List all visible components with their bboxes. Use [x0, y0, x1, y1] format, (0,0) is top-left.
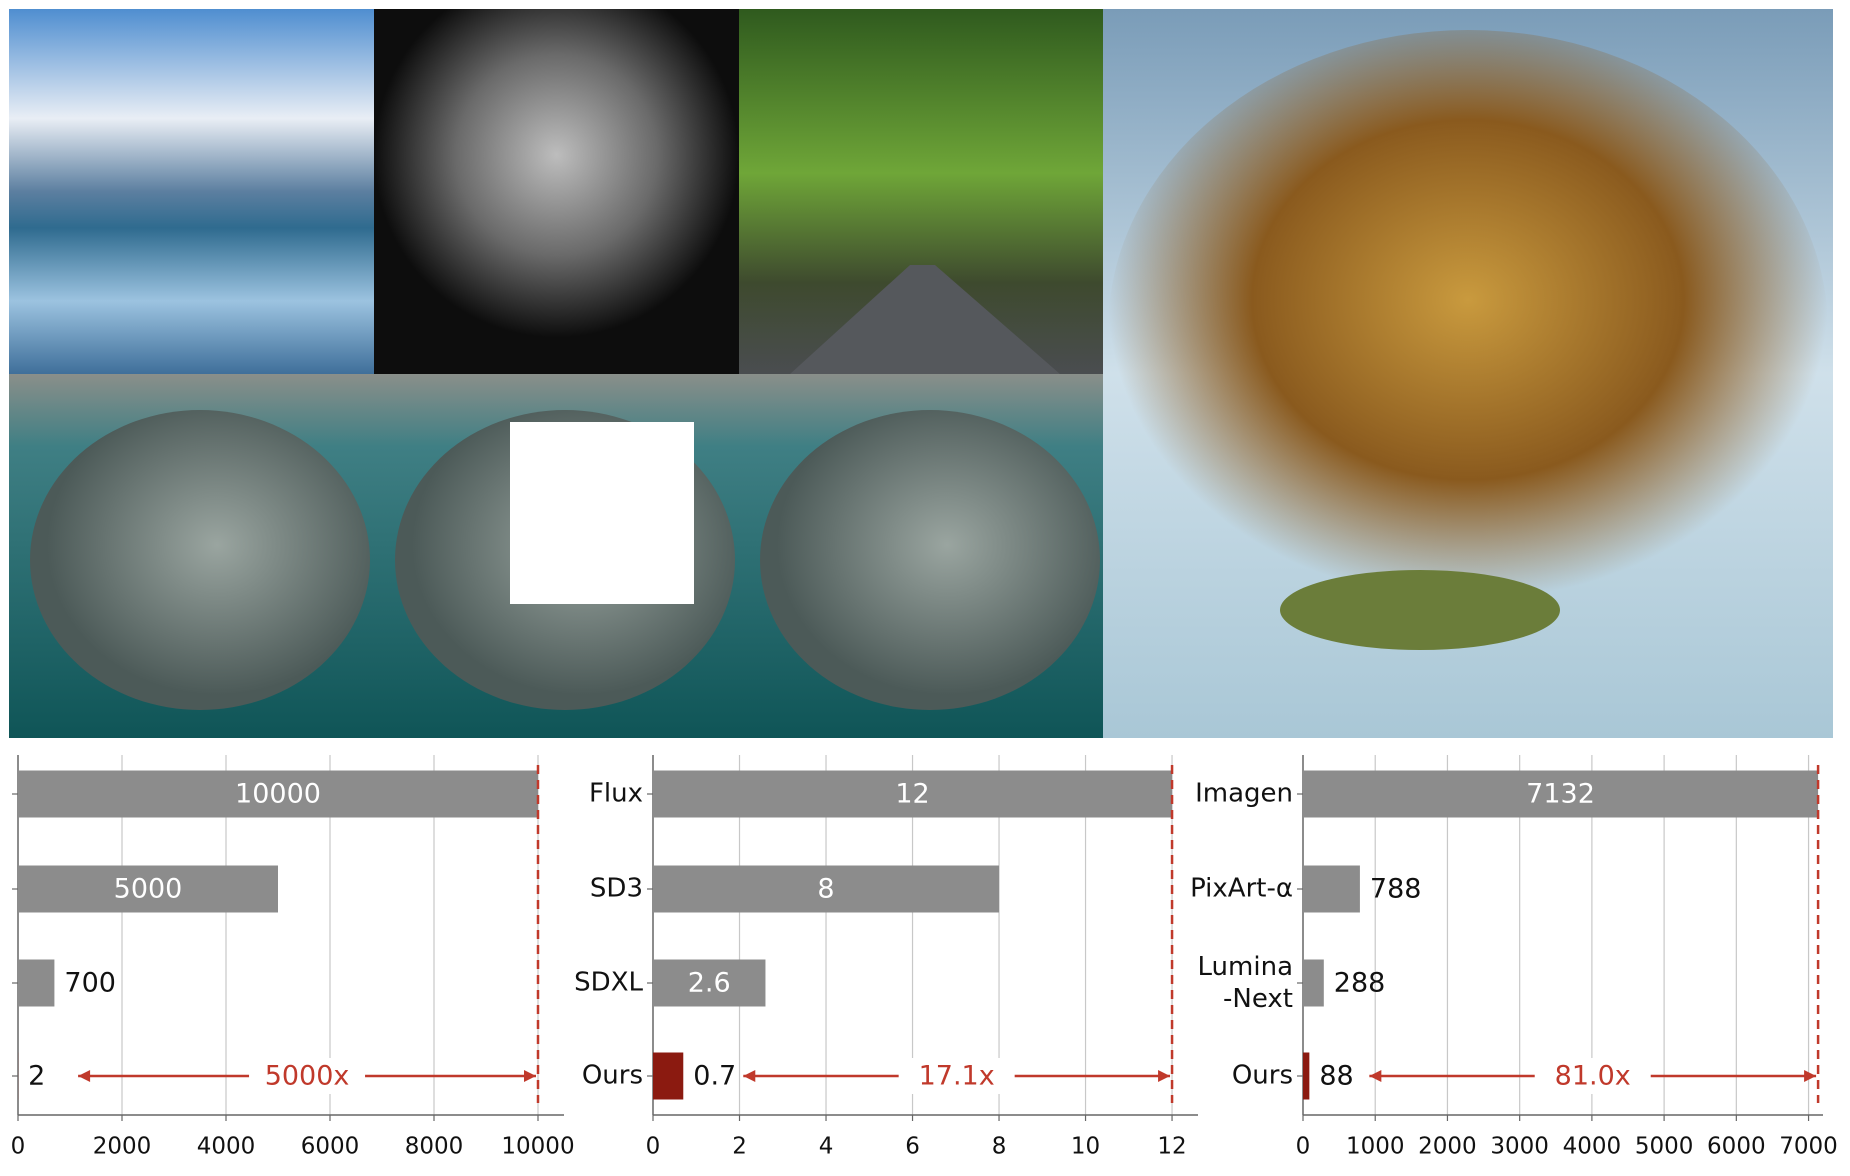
x-tick-label: 12 — [1157, 1134, 1186, 1160]
x-tick-label: 10 — [1071, 1134, 1100, 1160]
annotation: 5000x — [265, 1061, 350, 1092]
arrow-head — [1158, 1070, 1170, 1082]
image-seal-body — [30, 410, 370, 710]
x-tick-label: 0 — [1296, 1134, 1311, 1160]
y-tick-label: Ours — [582, 1061, 643, 1091]
bar — [653, 1053, 683, 1100]
image-grid — [9, 9, 1833, 738]
value-label: 5000 — [114, 874, 183, 905]
y-tick-label: Lumina-Next — [1198, 952, 1293, 1014]
x-tick-label: 4000 — [197, 1134, 256, 1160]
x-tick-label: 6 — [905, 1134, 920, 1160]
annotation: 17.1x — [919, 1061, 995, 1092]
x-tick-label: 7000 — [1779, 1134, 1838, 1160]
bar-chart: 0 1000 2000 3000 4000 5000 6000 7000 Imagen 7132 P… — [1190, 755, 1838, 1160]
value-label: 288 — [1334, 968, 1386, 999]
value-label: 7132 — [1526, 779, 1595, 810]
image-mask — [510, 422, 694, 604]
annotation: 81.0x — [1555, 1061, 1631, 1092]
x-tick-label: 4000 — [1563, 1134, 1622, 1160]
x-tick-label: 0 — [646, 1134, 661, 1160]
bar — [1303, 960, 1324, 1007]
x-tick-label: 5000 — [1635, 1134, 1694, 1160]
x-tick-label: 8 — [992, 1134, 1007, 1160]
arrow-head — [78, 1070, 90, 1082]
value-label: 12 — [895, 779, 929, 810]
y-tick-label: Ours — [1232, 1061, 1293, 1091]
value-label: 2 — [28, 1061, 45, 1092]
bar — [1303, 866, 1360, 913]
x-tick-label: 6000 — [1707, 1134, 1766, 1160]
y-tick-label: Imagen — [1195, 779, 1293, 809]
x-tick-label: 8000 — [405, 1134, 464, 1160]
x-tick-label: 1000 — [1346, 1134, 1405, 1160]
value-label: 788 — [1370, 874, 1422, 905]
arrow-head — [743, 1070, 755, 1082]
y-tick-label: PixArt-α — [1190, 874, 1293, 904]
x-tick-label: 2 — [732, 1134, 747, 1160]
bar-chart: 0 2000 4000 6000 8000 10000 10000 5000 700 2 5000x — [11, 755, 575, 1160]
x-tick-label: 3000 — [1490, 1134, 1549, 1160]
image-island — [1280, 570, 1560, 650]
image-eagle-figure — [1108, 30, 1828, 630]
x-tick-label: 2000 — [1418, 1134, 1477, 1160]
x-tick-label: 10000 — [501, 1134, 574, 1160]
value-label: 2.6 — [688, 968, 731, 999]
image-portrait — [374, 9, 739, 374]
value-label: 88 — [1319, 1061, 1353, 1092]
value-label: 8 — [817, 874, 834, 905]
arrow-head — [1804, 1070, 1816, 1082]
bar — [1303, 1053, 1309, 1100]
x-tick-label: 4 — [819, 1134, 834, 1160]
bar — [18, 960, 54, 1007]
image-seal-body — [760, 410, 1100, 710]
x-tick-label: 2000 — [93, 1134, 152, 1160]
bar-chart: 0 2 4 6 8 10 12 Flux 12 SD3 8 SDXL 2.6 Ours 0.7 17.1x — [574, 755, 1198, 1160]
y-tick-label: SDXL — [574, 968, 643, 998]
image-lake — [9, 9, 374, 374]
arrow-head — [524, 1070, 536, 1082]
value-label: 10000 — [235, 779, 321, 810]
value-label: 700 — [64, 968, 116, 999]
y-tick-label: Flux — [589, 779, 643, 809]
x-tick-label: 6000 — [301, 1134, 360, 1160]
x-tick-label: 0 — [11, 1134, 26, 1160]
value-label: 0.7 — [693, 1061, 736, 1092]
y-tick-label: SD3 — [590, 874, 643, 904]
